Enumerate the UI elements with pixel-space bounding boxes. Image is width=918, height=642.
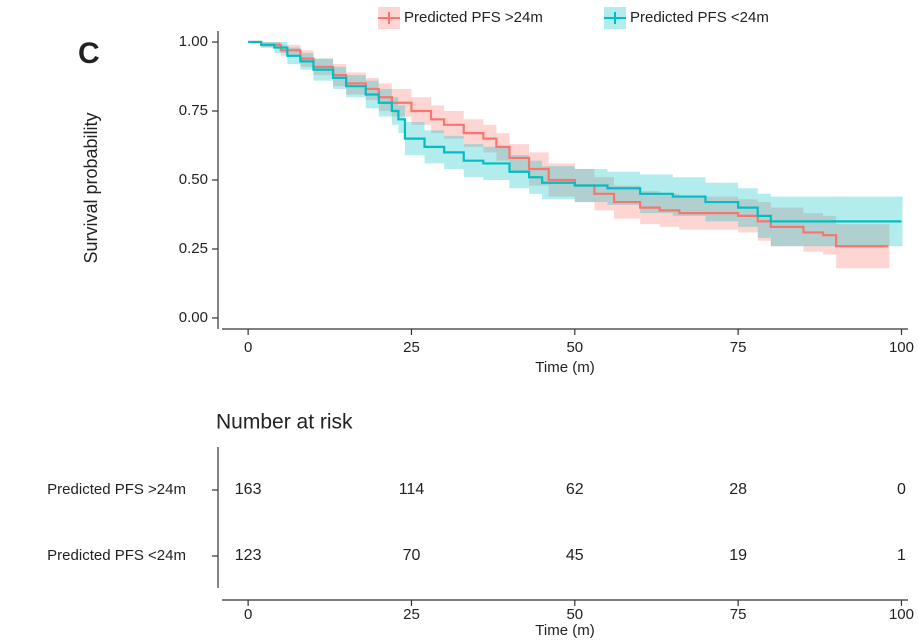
x-tick-label: 75 — [730, 606, 747, 623]
x-axis-title: Time (m) — [535, 359, 594, 376]
y-tick-label: 0.75 — [179, 102, 208, 119]
risk-count: 19 — [729, 547, 747, 564]
risk-count: 45 — [566, 547, 584, 564]
y-tick-label: 0.00 — [179, 309, 208, 326]
row-label: Predicted PFS >24m — [47, 481, 186, 498]
y-tick-label: 1.00 — [179, 33, 208, 50]
risk-count: 1 — [897, 547, 906, 564]
x-tick-label: 100 — [889, 339, 914, 356]
risk-count: 28 — [729, 481, 747, 498]
legend-label: Predicted PFS >24m — [404, 9, 543, 26]
y-tick-label: 0.25 — [179, 240, 208, 257]
confidence-band — [901, 196, 903, 247]
x-tick-label: 25 — [403, 339, 420, 356]
y-tick-label: 0.50 — [179, 171, 208, 188]
x-axis-title: Time (m) — [535, 622, 594, 639]
risk-count: 0 — [897, 481, 906, 498]
row-label: Predicted PFS <24m — [47, 547, 186, 564]
risk-count: 123 — [235, 547, 262, 564]
x-tick-label: 0 — [244, 339, 252, 356]
risk-count: 70 — [403, 547, 421, 564]
risk-count: 163 — [235, 481, 262, 498]
survival-curve — [248, 40, 889, 248]
x-tick-label: 75 — [730, 339, 747, 356]
x-tick-label: 25 — [403, 606, 420, 623]
x-tick-label: 100 — [889, 606, 914, 623]
panel-label: C — [78, 37, 100, 70]
legend-label: Predicted PFS <24m — [630, 9, 769, 26]
confidence-band — [888, 224, 890, 269]
risk-count: 62 — [566, 481, 584, 498]
x-tick-label: 50 — [566, 606, 583, 623]
x-tick-label: 0 — [244, 606, 252, 623]
table-title: Number at risk — [216, 411, 353, 434]
risk-count: 114 — [399, 481, 425, 498]
survival-curve — [248, 40, 902, 223]
x-tick-label: 50 — [566, 339, 583, 356]
y-axis-title: Survival probability — [81, 112, 101, 263]
